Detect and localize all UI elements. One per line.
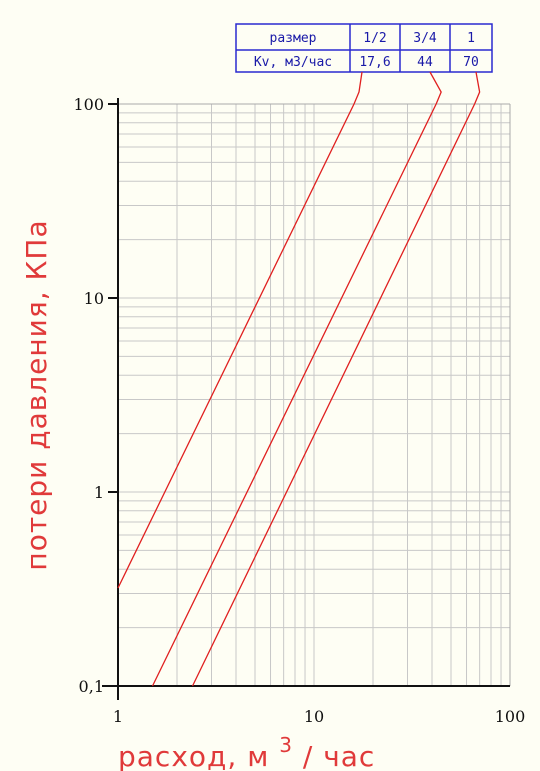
tick-labels: 0,1 1 10 100 1 10 100 [73, 95, 525, 726]
table-row-label: Kv, м3/час [254, 55, 332, 70]
x-axis-label: расход, м 3 / час [118, 726, 375, 771]
y-axis-label: потери давления, КПа [20, 219, 53, 570]
axes [102, 98, 510, 700]
table-size-cell: 1 [467, 31, 475, 46]
y-tick-label: 0,1 [79, 677, 104, 696]
x-tick-label: 1 [113, 707, 123, 726]
y-tick-label: 10 [84, 289, 104, 308]
y-tick-label: 100 [73, 95, 104, 114]
y-tick-label: 1 [94, 483, 104, 502]
x-tick-label: 100 [495, 707, 526, 726]
x-axis-label-main: расход, м [118, 740, 269, 771]
grid [118, 103, 511, 686]
series-lines [117, 71, 481, 687]
x-axis-label-sup: 3 [279, 733, 293, 757]
table-size-cell: 3/4 [413, 31, 437, 46]
table-kv-cell: 70 [463, 55, 479, 70]
series-line-kv-17-6 [117, 71, 363, 589]
table-kv-cell: 17,6 [359, 55, 390, 70]
series-line-kv-70 [191, 71, 481, 687]
series-line-kv-44 [151, 71, 442, 687]
table-size-cell: 1/2 [363, 31, 386, 46]
x-tick-label: 10 [304, 707, 324, 726]
table-header-label: размер [270, 31, 317, 46]
kv-table: размер Kv, м3/час 1/2 3/4 1 17,6 44 70 [235, 23, 493, 73]
table-kv-cell: 44 [417, 55, 433, 70]
x-axis-label-tail: / час [303, 740, 375, 771]
